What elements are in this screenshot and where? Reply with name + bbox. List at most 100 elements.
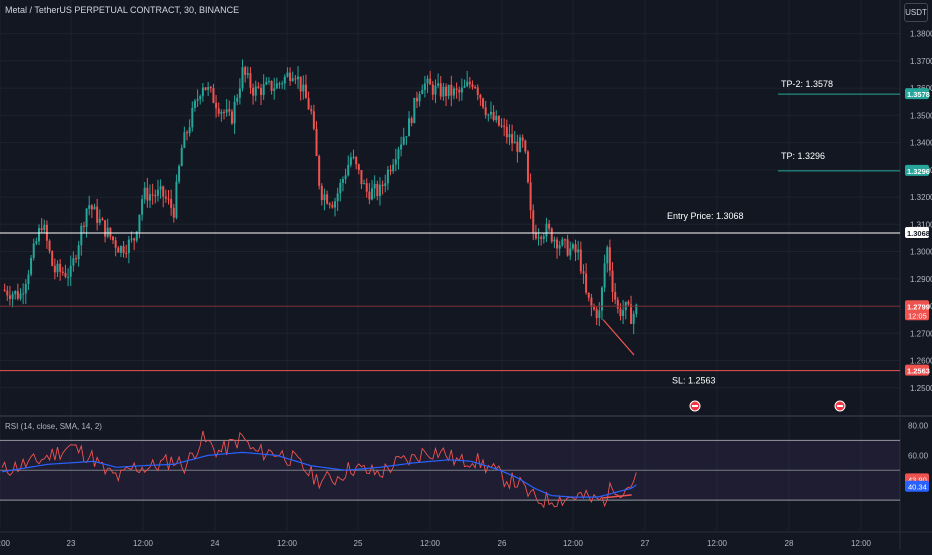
candle-body xyxy=(61,271,64,273)
candle-body xyxy=(175,181,178,218)
candle-body xyxy=(19,293,22,299)
time-tick-label: 25 xyxy=(354,539,363,548)
candle-body xyxy=(587,292,590,298)
currency-button[interactable]: USDT xyxy=(904,3,928,22)
candle-body xyxy=(35,241,38,244)
candle-body xyxy=(476,87,479,95)
candle-body xyxy=(585,273,588,293)
time-tick-label: 24 xyxy=(211,539,220,548)
price-tick-label: 1.3800 xyxy=(910,30,932,39)
candle-body xyxy=(616,299,619,309)
candle-body xyxy=(82,225,85,227)
tp2-label: TP-2: 1.3578 xyxy=(781,79,833,89)
rsi-tick-label: 60.00 xyxy=(908,451,929,460)
current-price-tag-bg xyxy=(905,300,929,321)
candle-body xyxy=(260,87,263,95)
candle-body xyxy=(30,258,33,275)
candle-body xyxy=(6,290,9,296)
sl-price-tag-bg xyxy=(905,364,929,376)
price-tick-label: 1.3000 xyxy=(910,248,932,257)
candle-body xyxy=(590,297,593,307)
candle-body xyxy=(88,205,91,209)
candle-body xyxy=(320,185,323,201)
sl-label: SL: 1.2563 xyxy=(672,376,716,386)
candle-body xyxy=(445,86,448,96)
candle-body xyxy=(513,141,516,144)
candle-body xyxy=(627,301,630,305)
candle-body xyxy=(556,239,559,249)
candle-body xyxy=(479,94,482,99)
candle-body xyxy=(114,240,117,248)
candle-body xyxy=(40,228,43,230)
candle-body xyxy=(304,84,307,99)
candle-body xyxy=(246,73,249,75)
candle-body xyxy=(141,199,144,215)
candle-body xyxy=(595,309,598,319)
price-tick-label: 1.3200 xyxy=(910,193,932,202)
candle-body xyxy=(318,155,321,186)
candle-body xyxy=(542,236,545,239)
candle-body xyxy=(365,183,368,192)
candle-body xyxy=(423,83,426,90)
candle-body xyxy=(149,194,152,201)
time-tick-label: 12:00 xyxy=(851,539,872,548)
candle-body xyxy=(257,86,260,88)
candle-body xyxy=(252,87,255,96)
candle-body xyxy=(471,84,474,87)
rsi-divergence-line xyxy=(603,494,632,499)
candle-body xyxy=(159,186,162,190)
candle-body xyxy=(85,208,88,227)
candle-body xyxy=(352,157,355,159)
candle-body xyxy=(569,248,572,256)
candle-body xyxy=(310,109,313,112)
price-tick-label: 1.3500 xyxy=(910,111,932,120)
candle-body xyxy=(72,258,75,266)
candle-body xyxy=(130,238,133,240)
candle-body xyxy=(286,72,289,77)
candle-body xyxy=(378,184,381,197)
candle-body xyxy=(524,140,527,152)
candle-body xyxy=(376,184,379,197)
candle-body xyxy=(336,193,339,202)
candle-body xyxy=(172,207,175,218)
candle-body xyxy=(323,194,326,201)
tp-price-tag-bg xyxy=(905,164,929,176)
tp-label: TP: 1.3296 xyxy=(781,151,825,161)
candle-body xyxy=(43,224,46,230)
candle-body xyxy=(630,304,633,324)
rsi-line xyxy=(1,430,637,509)
candle-body xyxy=(315,128,318,156)
candle-body xyxy=(532,210,535,233)
rsi-ma-tag-bg xyxy=(905,480,929,492)
candle-body xyxy=(133,238,136,241)
candle-body xyxy=(297,76,300,80)
candle-body xyxy=(90,205,93,210)
candle-body xyxy=(307,98,310,110)
candle-body xyxy=(550,228,553,242)
rsi-indicator-title: RSI (14, close, SMA, 14, 2) xyxy=(5,422,102,431)
candle-body xyxy=(96,206,99,223)
price-tick-label: 1.2900 xyxy=(910,275,932,284)
candle-body xyxy=(220,111,223,114)
candle-body xyxy=(360,170,363,185)
candle-body xyxy=(341,179,344,183)
candle-body xyxy=(410,118,413,124)
candle-body xyxy=(466,81,469,87)
candle-body xyxy=(125,253,128,255)
candle-body xyxy=(357,164,360,171)
candle-body xyxy=(484,107,487,115)
candle-body xyxy=(442,86,445,97)
candle-body xyxy=(135,231,138,241)
candle-body xyxy=(326,194,329,204)
event-flag-icon-bar xyxy=(692,405,698,407)
candle-body xyxy=(191,107,194,128)
candle-body xyxy=(3,289,6,291)
candle-body xyxy=(511,134,514,144)
candle-body xyxy=(540,237,543,239)
candle-body xyxy=(238,88,241,98)
candle-body xyxy=(487,114,490,116)
time-tick-label: 12:00 xyxy=(420,539,441,548)
